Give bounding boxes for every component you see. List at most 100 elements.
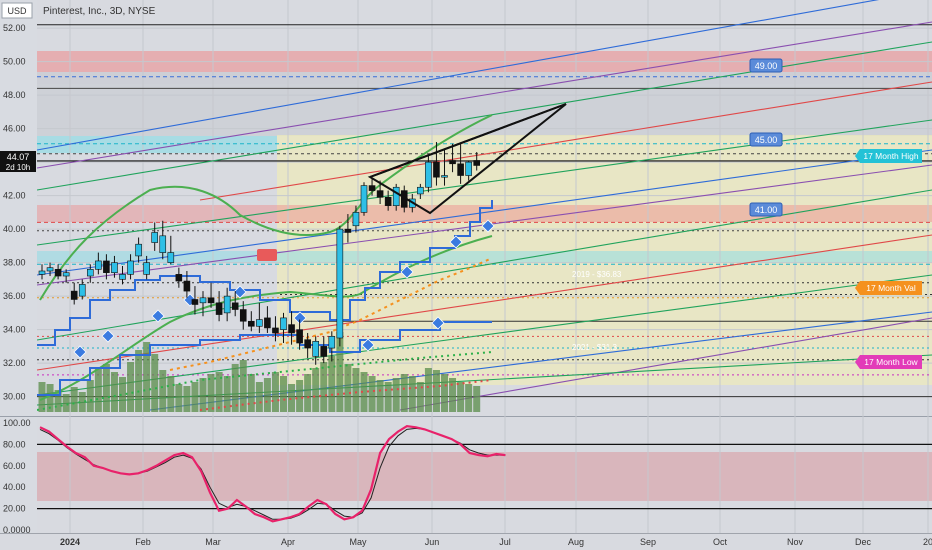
bear-candle <box>368 185 376 191</box>
osc-tick-label: 60.00 <box>3 461 26 471</box>
bear-candle <box>320 346 328 357</box>
bear-candle <box>473 160 481 166</box>
trend-line <box>36 234 932 371</box>
volume-bar <box>408 376 416 412</box>
volume-bar <box>231 364 239 412</box>
month-low-label: 17 Month Low <box>864 357 918 367</box>
volume-bar <box>360 372 368 412</box>
volume-bar <box>441 374 448 412</box>
bull-candle <box>392 186 400 206</box>
bear-candle <box>54 269 62 277</box>
bull-candle <box>95 260 102 270</box>
step-line-lower <box>37 321 492 396</box>
volume-bar <box>94 367 102 412</box>
bull-candle <box>441 175 448 178</box>
bear-candle <box>272 327 279 334</box>
bull-candle <box>167 252 175 263</box>
candlestick-series <box>38 142 481 365</box>
volume-bar <box>312 368 320 412</box>
volume-bar <box>183 386 191 412</box>
trend-line <box>399 317 932 411</box>
volume-bar <box>384 382 392 412</box>
volume-bar <box>280 376 287 412</box>
time-tick-label: May <box>349 537 367 547</box>
price-tick-label: 32.00 <box>3 358 26 368</box>
bull-candle <box>199 297 207 304</box>
price-tick-label: 30.00 <box>3 392 26 402</box>
vpoc-2021-label: 2021 - $31.3 <box>572 343 617 352</box>
label-41-bg <box>749 202 783 217</box>
bull-candle <box>151 232 158 243</box>
osc-tick-label: 100.00 <box>3 418 31 428</box>
volume-bar <box>328 356 336 412</box>
volume-bar <box>127 362 135 412</box>
trend-line <box>36 21 932 169</box>
price-tick-label: 52.00 <box>3 23 26 33</box>
bull-candle <box>336 228 344 339</box>
bull-candle <box>119 274 126 280</box>
volume-bar <box>54 390 62 412</box>
signal-diamond <box>481 219 495 233</box>
volume-bar <box>424 368 432 412</box>
bear-candle <box>103 260 110 273</box>
osc-band <box>37 452 932 501</box>
volume-bar <box>175 384 183 412</box>
volume-bar <box>239 360 247 412</box>
trend-line <box>36 274 932 396</box>
signal-diamond <box>233 285 247 299</box>
price-axis-bg <box>0 0 37 416</box>
volume-bar <box>432 370 440 412</box>
time-tick-label: Oct <box>713 537 728 547</box>
time-tick-label: Feb <box>135 537 151 547</box>
label-45-bg <box>749 132 783 147</box>
time-tick-label: Jun <box>425 537 440 547</box>
bear-candle <box>344 228 352 233</box>
bear-candle <box>70 290 78 300</box>
bull-candle <box>352 212 360 227</box>
bull-candle <box>159 235 167 253</box>
volume-bar <box>263 378 271 412</box>
volume-bar <box>70 387 78 412</box>
volume-bar <box>62 394 70 412</box>
trend-line <box>36 119 932 246</box>
bear-candle <box>183 280 191 292</box>
price-tick-label: 46.00 <box>3 124 26 134</box>
current-price-tag <box>0 151 36 172</box>
bear-candle <box>296 329 303 344</box>
signal-diamond <box>431 316 445 330</box>
volume-bar <box>416 382 424 412</box>
volume-bar <box>247 374 255 412</box>
symbol-title: Pinterest, Inc., 3D, NYSE <box>43 6 156 17</box>
bear-candle <box>248 320 255 327</box>
teal-zone-high <box>37 136 277 153</box>
orange-ma <box>169 257 493 371</box>
label-49-bg <box>749 58 783 73</box>
month-val-tag <box>855 281 922 295</box>
bear-candle <box>264 317 271 329</box>
volume-bar <box>304 374 312 412</box>
oscillator-axis: 100.00 80.00 60.00 40.00 20.00 0.0000 <box>3 418 31 535</box>
bull-candle <box>78 284 86 297</box>
volume-bar <box>38 382 46 412</box>
volume-bar <box>119 377 126 412</box>
volume-bar <box>449 378 457 412</box>
month-high-label: 17 Month High <box>863 151 919 161</box>
bear-candle <box>433 161 440 178</box>
volume-bar <box>78 392 86 412</box>
volume-bar <box>102 364 110 412</box>
time-tick-label: Dec <box>855 537 872 547</box>
volume-bar <box>296 380 304 412</box>
osc-tick-label: 40.00 <box>3 482 26 492</box>
indicator-overlays <box>36 114 495 411</box>
volume-bar <box>344 364 352 412</box>
osc-axis-bg <box>0 417 37 533</box>
volume-bar <box>352 368 360 412</box>
bull-candle <box>328 336 336 349</box>
bear-candle <box>239 309 247 322</box>
bear-candle <box>175 274 183 282</box>
signal-diamond <box>151 309 165 323</box>
volume-bar <box>400 374 408 412</box>
volume-bar <box>465 384 473 412</box>
volume-bar <box>376 380 384 412</box>
